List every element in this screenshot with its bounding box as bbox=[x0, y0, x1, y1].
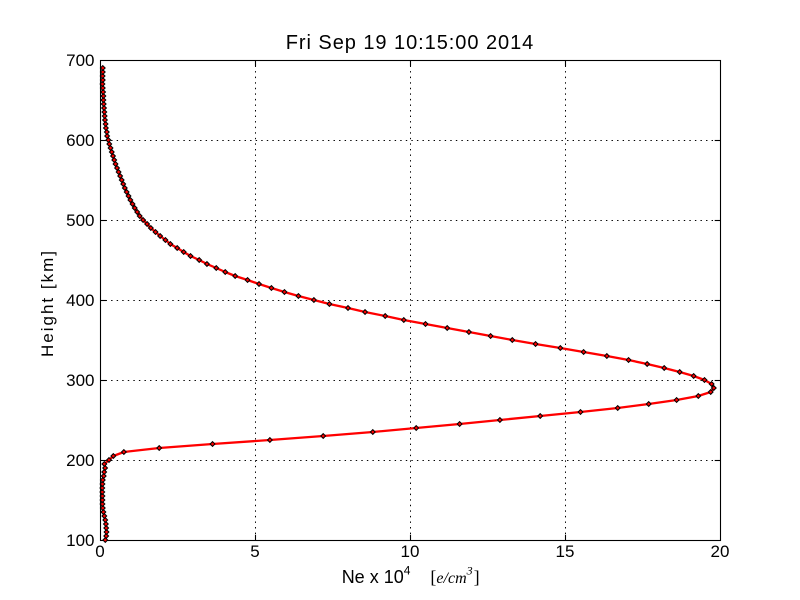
svg-text:15: 15 bbox=[556, 542, 575, 561]
svg-text:100: 100 bbox=[66, 531, 94, 550]
svg-text:500: 500 bbox=[66, 211, 94, 230]
svg-text:600: 600 bbox=[66, 131, 94, 150]
svg-text:400: 400 bbox=[66, 291, 94, 310]
svg-text:Height [km]: Height [km] bbox=[38, 249, 57, 357]
svg-text:200: 200 bbox=[66, 451, 94, 470]
svg-text:700: 700 bbox=[66, 51, 94, 70]
svg-text:0: 0 bbox=[95, 542, 104, 561]
svg-text:10: 10 bbox=[401, 542, 420, 561]
svg-text:20: 20 bbox=[711, 542, 730, 561]
svg-text:Fri Sep 19 10:15:00 2014: Fri Sep 19 10:15:00 2014 bbox=[286, 32, 535, 54]
svg-text:Ne x 104[e/cm3]: Ne x 104 [e/cm3] bbox=[342, 564, 480, 587]
svg-text:300: 300 bbox=[66, 371, 94, 390]
svg-text:5: 5 bbox=[250, 542, 259, 561]
